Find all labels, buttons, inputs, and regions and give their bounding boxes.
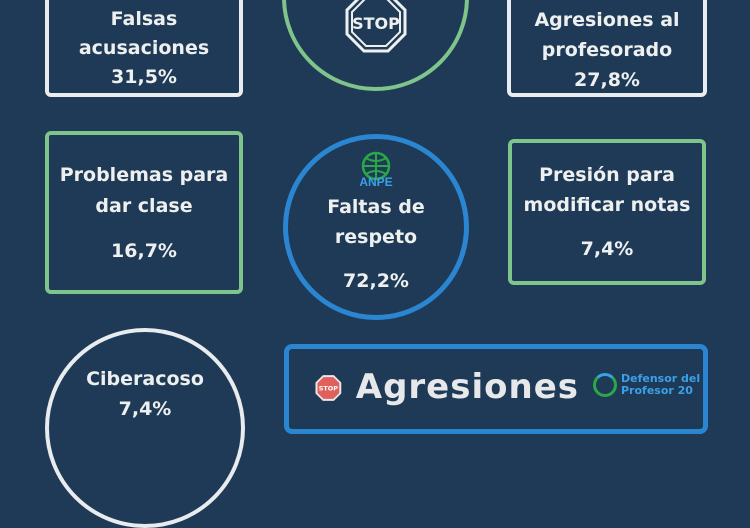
stop-sign-icon: STOP <box>345 0 406 53</box>
card-title: Faltas de respeto <box>327 196 425 248</box>
defensor-logo-text: Defensor del Profesor 20 <box>621 372 701 397</box>
stop-sign-icon: STOP <box>315 375 342 401</box>
card-presion-notas: Presión para modificar notas 7,4% <box>508 139 706 285</box>
card-value: 31,5% <box>111 66 177 88</box>
card-title: Presión para modificar notas <box>523 164 691 216</box>
card-value: 7,4% <box>118 398 172 420</box>
svg-text:ANPE: ANPE <box>359 175 392 189</box>
card-problemas-dar-clase: Problemas para dar clase 16,7% <box>45 131 243 294</box>
svg-text:STOP: STOP <box>352 14 400 33</box>
card-falsas-acusaciones: Falsas acusaciones 31,5% <box>45 0 243 97</box>
card-value: 7,4% <box>580 238 634 260</box>
card-title: Falsas acusaciones <box>78 8 210 59</box>
defensor-logo-icon <box>593 373 617 397</box>
card-faltas-respeto: ANPE Faltas de respeto 72,2% <box>283 134 469 320</box>
card-value: 27,8% <box>574 68 640 91</box>
card-agresiones-profesorado: Agresiones al profesorado 27,8% <box>507 0 707 97</box>
agresiones-banner: STOP Agresiones Defensor del Profesor 20 <box>284 344 708 434</box>
banner-title: Agresiones <box>355 367 579 407</box>
card-value: 16,7% <box>111 239 177 262</box>
card-ciberacoso: Ciberacoso 7,4% <box>45 328 245 528</box>
stop-circle: STOP <box>282 0 469 91</box>
card-value: 72,2% <box>343 270 409 292</box>
defensor-logo: Defensor del Profesor 20 <box>593 373 703 397</box>
anpe-logo: ANPE <box>359 151 393 189</box>
card-title: Agresiones al profesorado <box>534 8 680 61</box>
card-title: Ciberacoso <box>86 368 204 390</box>
svg-text:STOP: STOP <box>319 384 339 392</box>
card-title: Problemas para dar clase <box>59 163 229 217</box>
